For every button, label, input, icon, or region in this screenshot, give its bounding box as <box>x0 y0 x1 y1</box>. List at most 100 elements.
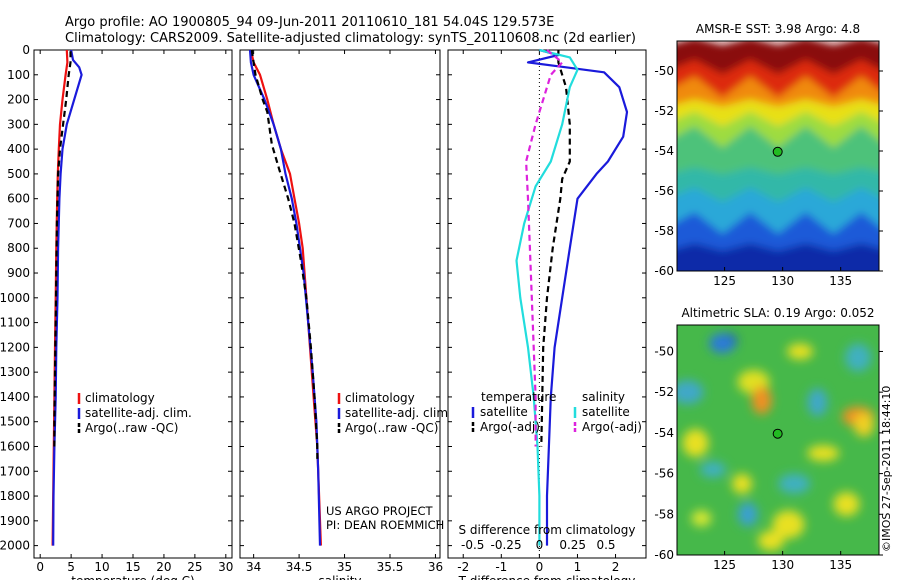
sla_map-ytick-label: -52 <box>654 385 674 399</box>
sla_map-blob-13 <box>758 530 785 551</box>
sst_map-ytick-label: -60 <box>654 264 674 278</box>
sst_map-ytick-label: -50 <box>654 64 674 78</box>
sla_map-blob-8 <box>807 445 840 462</box>
difference-legend-title-salinity: salinity <box>582 390 625 404</box>
difference-legend-title-temperature: temperature <box>481 390 556 404</box>
difference-legend-label-0: satellite <box>480 405 528 419</box>
difference-secondary-tick-label: 0.25 <box>559 538 586 552</box>
sla_map-blob-18 <box>737 502 758 527</box>
sla_map-frame <box>676 324 880 556</box>
salinity-profile-panel: 34 34.5 35 35.5 36 salinity climatologysatelli… <box>239 49 452 580</box>
difference-series-3-line <box>524 49 564 447</box>
difference-xtick-label: -2 <box>457 560 469 574</box>
temperature-ytick-label: 2000 <box>0 539 30 553</box>
imos-timestamp: ©IMOS 27-Sep-2011 18:44:10 <box>880 386 893 552</box>
temperature-xtick-label: 20 <box>156 560 171 574</box>
temperature-ytick-label: 100 <box>7 68 30 82</box>
sla_map-blob-4 <box>787 343 814 360</box>
sst_map-field <box>677 41 879 271</box>
sla_map-ytick-label: -58 <box>654 507 674 521</box>
temperature-xtick-label: 5 <box>67 560 75 574</box>
salinity-xtick-label: 34.5 <box>286 560 313 574</box>
sla_map-blob-17 <box>778 473 811 494</box>
salinity-xtick-label: 36 <box>428 560 443 574</box>
temperature-ytick-label: 1100 <box>0 316 30 330</box>
salinity-plot-frame <box>239 49 441 559</box>
difference-xlabel: T difference from climatology <box>458 574 636 580</box>
difference-xtick-label: 0 <box>536 560 544 574</box>
sla_map-blobs <box>677 333 875 551</box>
temperature-series-2-line <box>53 51 72 447</box>
temperature-plot-frame <box>33 49 233 559</box>
sla_map-blob-7 <box>682 429 709 458</box>
salinity-series-2-line <box>250 49 319 459</box>
temperature-ytick-label: 1200 <box>0 340 30 354</box>
sst_map-frame <box>676 40 880 272</box>
sla_map-blob-3 <box>751 386 772 415</box>
sst_map-band-9 <box>677 243 879 271</box>
difference-secondary-tick-label: -0.25 <box>491 538 522 552</box>
sla_map-xtick-label: 130 <box>771 558 794 572</box>
temperature-xtick-label: 25 <box>187 560 202 574</box>
temperature-xtick-label: 10 <box>94 560 109 574</box>
difference-profile-panel: -2 -1 0 1 2T difference from climatology -0.5… <box>447 48 647 580</box>
difference-secondary-tick-label: 0 <box>536 538 544 552</box>
temperature-ytick-label: 400 <box>7 142 30 156</box>
temperature-ytick-label: 1800 <box>0 489 30 503</box>
sla_map-blob-9 <box>732 473 753 494</box>
salinity-legend-label-2: Argo(..raw -QC) <box>345 421 438 435</box>
temperature-ytick-label: 1900 <box>0 514 30 528</box>
difference-secondary-xlabel: S difference from climatology <box>459 523 636 537</box>
sla_map-ytick-label: -54 <box>654 426 674 440</box>
temperature-ytick-label: 1300 <box>0 365 30 379</box>
sla_map-xtick-label: 135 <box>829 558 852 572</box>
temperature-ytick-label: 1400 <box>0 390 30 404</box>
sla_map-blob-1 <box>709 333 736 354</box>
temperature-ytick-label: 1600 <box>0 439 30 453</box>
sst_map-ytick-label: -54 <box>654 144 674 158</box>
sla_map-blob-15 <box>807 388 828 417</box>
difference-series-1-line <box>540 50 571 447</box>
sla_map-field <box>677 325 879 555</box>
salinity-xtick-label: 34 <box>246 560 261 574</box>
difference-legend-label-2: satellite <box>582 405 630 419</box>
temperature-ytick-label: 500 <box>7 167 30 181</box>
sla_map-argo-marker <box>772 428 783 439</box>
sst_map-ytick-label: -58 <box>654 224 674 238</box>
temperature-xlabel: temperature (deg C) <box>71 574 194 580</box>
sla_map-blob-14 <box>677 380 704 405</box>
temperature-profile-panel: 0 5 10 15 20 25 300100200300400500600700800900… <box>0 43 233 580</box>
difference-legend-label-1: Argo(-adj) <box>480 420 540 434</box>
sla_map-ytick-label: -50 <box>654 344 674 358</box>
sla_map-blob-19 <box>845 343 872 372</box>
figure-title-line1: Argo profile: AO 1900805_94 09-Jun-2011 … <box>65 15 554 30</box>
temperature-legend-label-2: Argo(..raw -QC) <box>85 421 178 435</box>
sst_map-xtick-label: 135 <box>829 274 852 288</box>
sla_map-blob-10 <box>833 492 860 517</box>
temperature-legend-label-0: climatology <box>85 391 155 405</box>
difference-xtick-label: 2 <box>612 560 620 574</box>
difference-secondary-tick-label: 0.5 <box>596 538 615 552</box>
figure-title-line2: Climatology: CARS2009. Satellite-adjuste… <box>65 31 636 46</box>
salinity-xtick-label: 35.5 <box>377 560 404 574</box>
sla_map-blob-16 <box>699 461 726 478</box>
difference-series-0-line <box>526 48 629 546</box>
temperature-ytick-label: 700 <box>7 216 30 230</box>
salinity-xtick-label: 35 <box>337 560 352 574</box>
sst_map-xtick-label: 125 <box>713 274 736 288</box>
sst_map-title: AMSR-E SST: 3.98 Argo: 4.8 <box>696 22 860 36</box>
temperature-ytick-label: 900 <box>7 266 30 280</box>
sst_map-bands <box>677 41 879 271</box>
sla_map-title: Altimetric SLA: 0.19 Argo: 0.052 <box>681 306 874 320</box>
difference-xtick-label: -1 <box>495 560 507 574</box>
temperature-ytick-label: 200 <box>7 93 30 107</box>
sst_map-argo-marker <box>772 146 783 157</box>
salinity-xlabel: salinity <box>318 574 361 580</box>
project-credit: US ARGO PROJECT <box>326 504 434 518</box>
difference-secondary-tick-label: -0.5 <box>461 538 484 552</box>
temperature-xtick-label: 0 <box>36 560 44 574</box>
sla-map-panel: 125 130 135 -50 -52 -54 -56 -58 -60 Altimetric SL… <box>654 306 883 572</box>
temperature-ytick-label: 1500 <box>0 415 30 429</box>
pi-credit: PI: DEAN ROEMMICH <box>326 518 444 532</box>
temperature-legend-label-1: satellite-adj. clim. <box>85 406 192 420</box>
